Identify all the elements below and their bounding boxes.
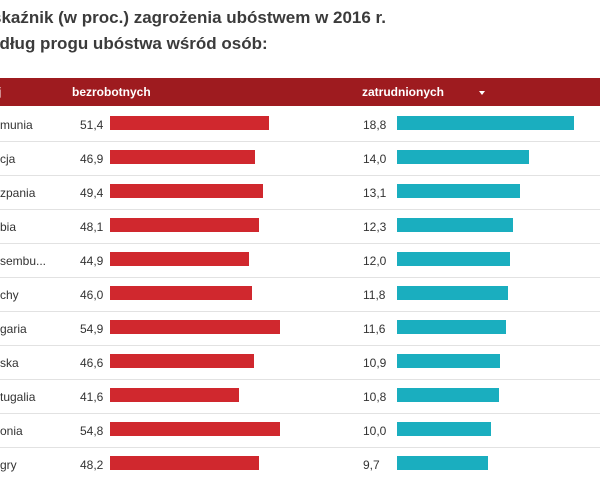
employed-value-label: 11,6 <box>363 322 386 336</box>
chart-title-line-2: edług progu ubóstwa wśród osób: <box>0 34 268 53</box>
unemployed-value-label: 48,2 <box>80 458 104 472</box>
country-label: onia <box>0 424 23 438</box>
table-row: gry 48,2 9,7 <box>0 448 600 480</box>
employed-bar <box>397 286 509 300</box>
unemployed-bar <box>110 354 255 368</box>
table-row: onia 54,8 10,0 <box>0 414 600 448</box>
employed-value-label: 10,0 <box>363 424 387 438</box>
unemployed-bar <box>110 388 239 402</box>
table-row: garia 54,9 11,6 <box>0 312 600 346</box>
unemployed-value-label: 48,1 <box>80 220 104 234</box>
unemployed-value-label: 46,0 <box>80 288 104 302</box>
unemployed-value-label: 49,4 <box>80 186 104 200</box>
table-row: bia 48,1 12,3 <box>0 210 600 244</box>
unemployed-value-label: 54,9 <box>80 322 104 336</box>
country-label: garia <box>0 322 27 336</box>
table-row: cja 46,9 14,0 <box>0 142 600 176</box>
country-label: ska <box>0 356 19 370</box>
employed-bar <box>397 184 521 198</box>
employed-bar <box>397 388 499 402</box>
country-label: sembu... <box>0 254 47 268</box>
employed-bar <box>397 116 574 130</box>
employed-bar <box>397 150 529 164</box>
employed-bar <box>397 422 492 436</box>
employed-value-label: 12,3 <box>363 220 387 234</box>
country-label: cja <box>0 152 16 166</box>
unemployed-bar <box>110 422 280 436</box>
table-row: zpania 49,4 13,1 <box>0 176 600 210</box>
table-header: j bezrobotnych zatrudnionych <box>0 78 600 106</box>
employed-bar <box>397 354 500 368</box>
employed-bar <box>397 320 507 334</box>
country-label: chy <box>0 288 19 302</box>
employed-value-label: 14,0 <box>363 152 387 166</box>
employed-bar <box>397 252 510 266</box>
unemployed-bar <box>110 184 263 198</box>
chart-title-line-1: skaźnik (w proc.) zagrożenia ubóstwem w … <box>0 8 386 27</box>
country-label: tugalia <box>0 390 36 404</box>
country-label: munia <box>0 118 33 132</box>
column-header-country[interactable]: j <box>0 85 1 99</box>
country-label: gry <box>0 458 17 472</box>
employed-bar <box>397 218 513 232</box>
employed-value-label: 11,8 <box>363 288 386 302</box>
unemployed-value-label: 44,9 <box>80 254 104 268</box>
unemployed-bar <box>110 218 259 232</box>
table-row: munia 51,4 18,8 <box>0 108 600 142</box>
country-label: zpania <box>0 186 36 200</box>
unemployed-value-label: 46,9 <box>80 152 104 166</box>
sort-descending-icon[interactable] <box>479 91 485 95</box>
employed-value-label: 9,7 <box>363 458 380 472</box>
unemployed-bar <box>110 456 260 470</box>
employed-value-label: 10,9 <box>363 356 387 370</box>
column-header-unemployed[interactable]: bezrobotnych <box>72 85 151 99</box>
country-label: bia <box>0 220 17 234</box>
unemployed-value-label: 46,6 <box>80 356 104 370</box>
unemployed-bar <box>110 116 270 130</box>
unemployed-bar <box>110 150 256 164</box>
table-row: tugalia 41,6 10,8 <box>0 380 600 414</box>
unemployed-value-label: 51,4 <box>80 118 104 132</box>
table-row: ska 46,6 10,9 <box>0 346 600 380</box>
table-row: sembu... 44,9 12,0 <box>0 244 600 278</box>
table-row: chy 46,0 11,8 <box>0 278 600 312</box>
employed-bar <box>397 456 489 470</box>
unemployed-bar <box>110 252 249 266</box>
unemployed-bar <box>110 286 253 300</box>
employed-value-label: 10,8 <box>363 390 387 404</box>
employed-value-label: 12,0 <box>363 254 387 268</box>
column-header-employed[interactable]: zatrudnionych <box>362 85 445 99</box>
employed-value-label: 13,1 <box>363 186 387 200</box>
unemployed-bar <box>110 320 280 334</box>
unemployed-value-label: 54,8 <box>80 424 104 438</box>
employed-value-label: 18,8 <box>363 118 387 132</box>
unemployed-value-label: 41,6 <box>80 390 104 404</box>
